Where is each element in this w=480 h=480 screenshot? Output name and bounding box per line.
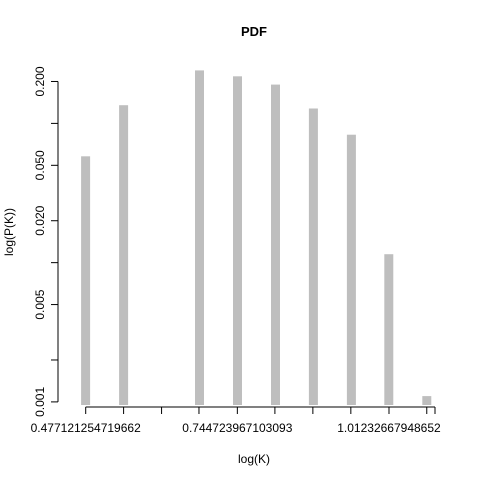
bar-7 bbox=[346, 134, 356, 405]
bar-4 bbox=[233, 76, 242, 406]
x-axis-label: log(K) bbox=[238, 452, 270, 466]
y-axis: 0.001 0.005 0.020 0.050 0.200 bbox=[33, 66, 59, 417]
x-tick-label-3: 1.01232667948652 bbox=[337, 421, 441, 435]
bar-8 bbox=[384, 254, 394, 405]
bar-3 bbox=[195, 70, 204, 406]
bar-9 bbox=[422, 396, 432, 405]
x-axis: 0.477121254719662 0.744723967103093 1.0123… bbox=[31, 406, 441, 435]
y-tick-label-8: 0.200 bbox=[33, 66, 47, 96]
y-tick-label-5: 0.020 bbox=[33, 205, 47, 235]
bar-6 bbox=[308, 108, 318, 405]
bar-5 bbox=[271, 84, 280, 405]
bar-1 bbox=[81, 156, 91, 405]
bar-2 bbox=[119, 105, 129, 405]
chart-title: PDF bbox=[241, 24, 267, 39]
x-tick-label-1: 0.477121254719662 bbox=[31, 421, 141, 435]
y-tick-label-1: 0.001 bbox=[33, 387, 47, 417]
bars-group bbox=[81, 70, 432, 406]
x-tick-label-2: 0.744723967103093 bbox=[182, 421, 292, 435]
y-axis-label: log(P(K)) bbox=[2, 208, 16, 256]
y-tick-label-6: 0.050 bbox=[33, 150, 47, 180]
y-tick-label-3: 0.005 bbox=[33, 289, 47, 319]
